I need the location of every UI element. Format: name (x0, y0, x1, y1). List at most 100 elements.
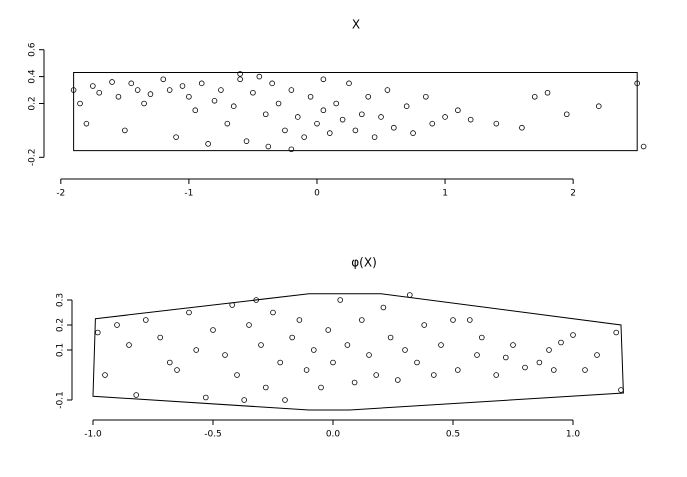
point (380, 304, 387, 311)
point (128, 80, 135, 87)
point (344, 342, 351, 348)
point (77, 100, 83, 107)
point (301, 134, 307, 140)
point (237, 76, 243, 83)
point (265, 143, 272, 150)
point (406, 292, 413, 298)
point (288, 146, 295, 153)
point (371, 134, 378, 140)
point (211, 98, 218, 104)
point (352, 127, 359, 134)
chart-title: φ(X) (351, 256, 377, 270)
point (303, 367, 310, 373)
point (269, 80, 275, 87)
point (234, 372, 240, 378)
point (478, 334, 485, 341)
point (167, 359, 173, 366)
x-tick-label: 0.0 (326, 430, 341, 440)
point (282, 127, 288, 134)
point (147, 91, 154, 97)
point (522, 364, 528, 371)
point (346, 80, 352, 87)
point (277, 359, 284, 366)
x-tick-label: 1 (442, 189, 448, 199)
point (96, 89, 103, 96)
point (510, 342, 516, 348)
x-tick-label: 2 (570, 189, 576, 199)
point (373, 372, 380, 378)
point (288, 87, 295, 93)
point (115, 93, 122, 100)
x-tick-label: -0.5 (204, 430, 222, 440)
y-tick-label: -0.1 (56, 391, 66, 409)
point (550, 367, 557, 373)
point (442, 114, 448, 120)
point (126, 342, 132, 348)
point (544, 89, 551, 96)
point (210, 327, 216, 333)
point (493, 120, 500, 127)
point (519, 124, 525, 131)
point (429, 120, 436, 127)
point (423, 93, 429, 100)
point (186, 309, 192, 316)
point (333, 100, 339, 107)
point (594, 352, 600, 358)
point (450, 317, 456, 323)
y-tick-label: -0.2 (28, 149, 38, 167)
point (193, 347, 200, 353)
point (253, 297, 260, 303)
point (410, 130, 416, 136)
point (536, 359, 543, 366)
point (493, 372, 500, 378)
point (318, 384, 324, 391)
point (326, 130, 333, 136)
x-tick-label: 1.0 (566, 430, 581, 440)
point (391, 124, 397, 131)
point (358, 317, 365, 323)
point (466, 317, 473, 323)
point (258, 342, 264, 348)
point (198, 80, 205, 87)
point (558, 339, 564, 346)
point (173, 134, 179, 140)
point (203, 394, 209, 401)
point (467, 116, 474, 123)
point (157, 334, 164, 341)
point (365, 93, 372, 100)
point (262, 384, 269, 391)
point (114, 322, 120, 328)
point (224, 120, 231, 127)
point (241, 397, 248, 403)
point (563, 111, 570, 118)
point (218, 87, 224, 93)
point (430, 372, 437, 378)
point (339, 116, 346, 123)
chart-title: X (352, 18, 360, 32)
point (250, 89, 256, 96)
point (502, 354, 509, 361)
point (570, 332, 576, 338)
point (384, 87, 391, 93)
point (237, 71, 243, 77)
point (582, 367, 588, 373)
x-tick-label: 0 (314, 189, 320, 199)
point (109, 79, 115, 85)
point (243, 138, 250, 144)
point (320, 76, 327, 83)
point (438, 342, 444, 348)
point (474, 352, 480, 358)
point (394, 377, 401, 383)
y-tick-label: 0.3 (56, 293, 66, 307)
point (160, 76, 167, 83)
point (414, 359, 420, 366)
point (402, 347, 408, 353)
point (330, 359, 336, 366)
point (310, 347, 317, 353)
point (133, 392, 140, 398)
point (307, 93, 314, 100)
point (230, 103, 237, 109)
point (337, 297, 344, 303)
